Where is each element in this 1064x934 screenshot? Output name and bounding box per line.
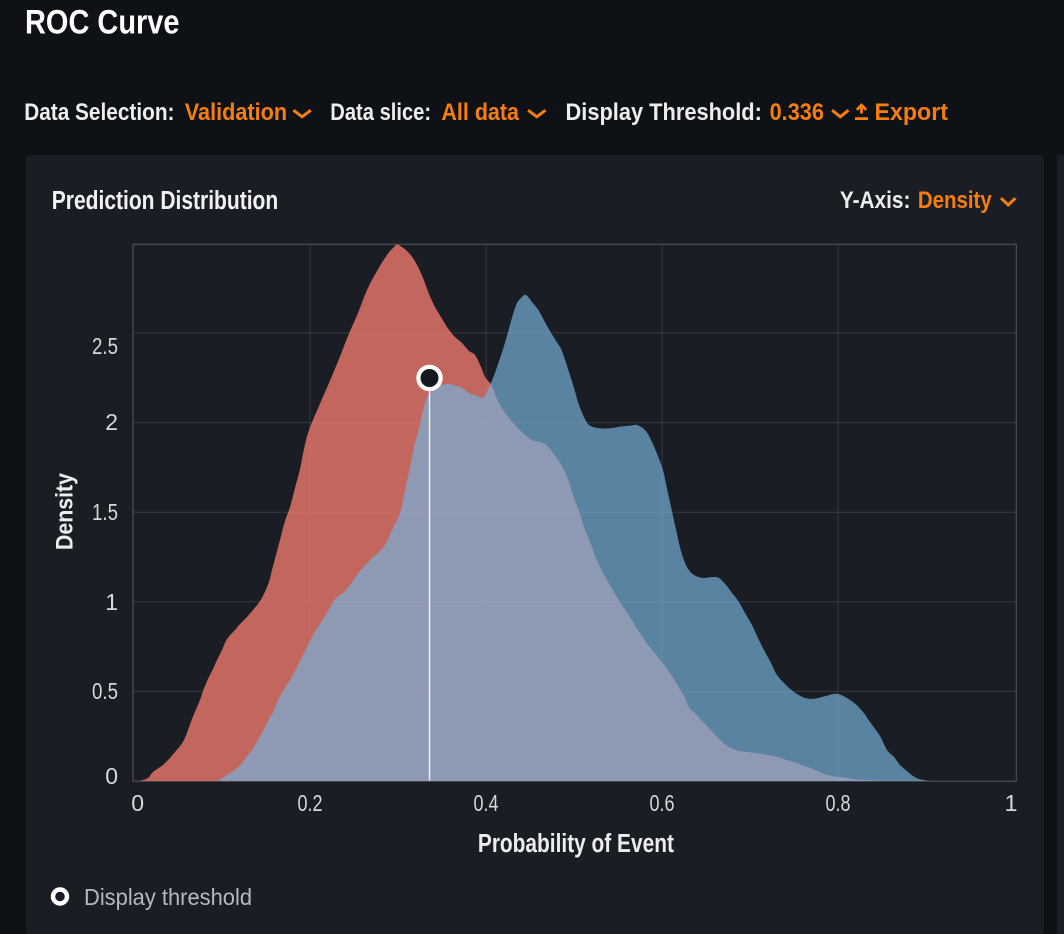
svg-text:0.2: 0.2 [298, 790, 323, 816]
svg-text:Y-Axis:: Y-Axis: [840, 187, 911, 214]
svg-text:Data slice:: Data slice: [330, 99, 431, 126]
svg-text:1: 1 [1005, 790, 1018, 816]
svg-text:0.8: 0.8 [826, 790, 851, 816]
svg-text:0.6: 0.6 [650, 790, 675, 816]
svg-text:Density: Density [918, 187, 992, 214]
svg-text:Export: Export [875, 99, 949, 126]
svg-text:1: 1 [105, 589, 118, 615]
svg-text:Data Selection:: Data Selection: [24, 99, 174, 126]
svg-text:0.336: 0.336 [770, 99, 824, 126]
svg-text:All data: All data [441, 99, 519, 126]
svg-text:2.5: 2.5 [92, 333, 118, 359]
svg-text:0: 0 [131, 790, 144, 816]
svg-text:Display threshold: Display threshold [84, 884, 252, 910]
svg-text:Display Threshold:: Display Threshold: [566, 99, 762, 126]
svg-text:Validation: Validation [185, 99, 287, 126]
svg-text:1.5: 1.5 [92, 499, 118, 525]
svg-text:0: 0 [105, 763, 118, 789]
svg-text:0.5: 0.5 [92, 678, 118, 704]
svg-text:Density: Density [52, 472, 79, 550]
svg-text:2: 2 [105, 409, 118, 435]
svg-text:0.4: 0.4 [474, 790, 499, 816]
svg-text:ROC Curve: ROC Curve [25, 4, 180, 42]
svg-text:Probability of Event: Probability of Event [478, 830, 674, 858]
svg-text:Prediction Distribution: Prediction Distribution [52, 187, 278, 215]
